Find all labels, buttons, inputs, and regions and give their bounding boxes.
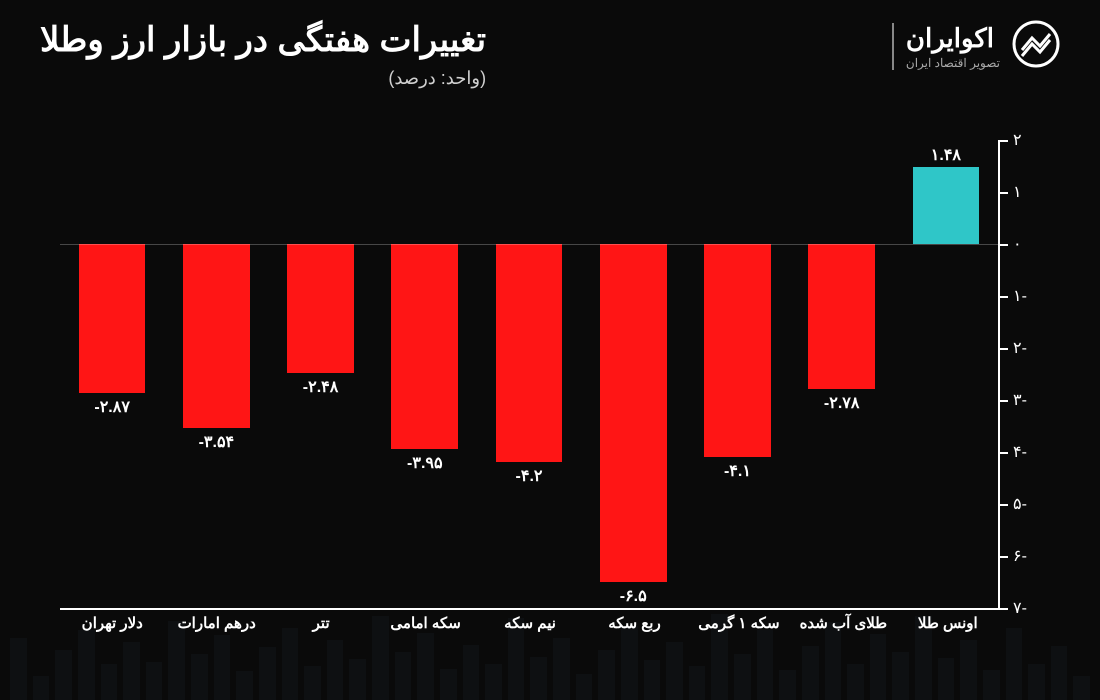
bar-value-label: ۱.۴۸ <box>931 145 961 165</box>
bar-value-label: -۲.۴۸ <box>303 377 339 397</box>
header: اکوایران تصویر اقتصاد ایران تغییرات هفتگ… <box>40 20 1060 89</box>
y-tick <box>998 504 1008 506</box>
y-tick <box>998 140 1008 142</box>
plot-area: -۲.۸۷ -۳.۵۴ -۲.۴۸ -۳.۹۵ -۴.۲ -۶.۵ -۴.۱ -۲.۷۸ ۱.۴… <box>60 140 1000 610</box>
y-tick-label: ۱ <box>1013 182 1043 202</box>
bar <box>808 244 875 389</box>
y-tick-label: -۷ <box>1013 598 1043 618</box>
y-tick <box>998 192 1008 194</box>
y-tick-label: ۰ <box>1013 234 1043 254</box>
bar-slot: ۱.۴۸ <box>894 140 998 608</box>
y-tick-label: -۳ <box>1013 390 1043 410</box>
bar-slot: -۳.۵۴ <box>164 140 268 608</box>
y-tick-label: -۵ <box>1013 494 1043 514</box>
y-tick <box>998 556 1008 558</box>
bar-value-label: -۲.۸۷ <box>94 397 130 417</box>
y-tick-label: ۲ <box>1013 130 1043 150</box>
zero-line <box>60 244 998 245</box>
brand-name: اکوایران <box>906 23 1000 54</box>
bar <box>183 244 250 428</box>
x-axis-labels: دلار تهراندرهم اماراتتترسکه امامینیم سکه… <box>60 614 1000 640</box>
bar <box>391 244 458 449</box>
bar-value-label: -۶.۵ <box>620 586 647 606</box>
brand: اکوایران تصویر اقتصاد ایران <box>892 20 1060 73</box>
y-tick <box>998 608 1008 610</box>
x-axis-label: سکه امامی <box>373 614 477 640</box>
y-tick <box>998 296 1008 298</box>
x-axis-label: ربع سکه <box>582 614 686 640</box>
chart-container: -۲.۸۷ -۳.۵۴ -۲.۴۸ -۳.۹۵ -۴.۲ -۶.۵ -۴.۱ -۲.۷۸ ۱.۴… <box>60 140 1030 640</box>
bar-slot: -۲.۷۸ <box>790 140 894 608</box>
x-axis-label: سکه ۱ گرمی <box>687 614 791 640</box>
x-axis-label: نیم سکه <box>478 614 582 640</box>
y-tick <box>998 452 1008 454</box>
bar-slot: -۲.۸۷ <box>60 140 164 608</box>
y-tick-label: -۱ <box>1013 286 1043 306</box>
bars-area: -۲.۸۷ -۳.۵۴ -۲.۴۸ -۳.۹۵ -۴.۲ -۶.۵ -۴.۱ -۲.۷۸ ۱.۴… <box>60 140 998 608</box>
bar-slot: -۴.۱ <box>685 140 789 608</box>
bar-value-label: -۴.۱ <box>724 461 751 481</box>
x-axis-label: درهم امارات <box>165 614 269 640</box>
brand-tagline: تصویر اقتصاد ایران <box>906 56 1000 70</box>
chart-title: تغییرات هفتگی در بازار ارز وطلا <box>40 20 486 60</box>
y-tick-label: -۴ <box>1013 442 1043 462</box>
chart-subtitle: (واحد: درصد) <box>40 68 486 89</box>
x-axis-label: تتر <box>269 614 373 640</box>
bar-value-label: -۴.۲ <box>516 466 543 486</box>
y-tick <box>998 244 1008 246</box>
bar-value-label: -۳.۵۴ <box>199 432 235 452</box>
bar <box>600 244 667 582</box>
y-tick <box>998 348 1008 350</box>
brand-logo-icon <box>1012 20 1060 73</box>
bar-slot: -۲.۴۸ <box>268 140 372 608</box>
bar <box>704 244 771 457</box>
x-axis-label: اونس طلا <box>896 614 1000 640</box>
x-axis-label: طلای آب شده <box>791 614 895 640</box>
y-tick-label: -۲ <box>1013 338 1043 358</box>
bar <box>79 244 146 393</box>
bar-value-label: -۲.۷۸ <box>824 393 860 413</box>
bar <box>496 244 563 462</box>
bar-slot: -۳.۹۵ <box>373 140 477 608</box>
x-axis-label: دلار تهران <box>60 614 164 640</box>
bar-slot: -۴.۲ <box>477 140 581 608</box>
y-tick <box>998 400 1008 402</box>
bar-value-label: -۳.۹۵ <box>407 453 443 473</box>
bar <box>287 244 354 373</box>
y-tick-label: -۶ <box>1013 546 1043 566</box>
bar-slot: -۶.۵ <box>581 140 685 608</box>
bar <box>913 167 980 244</box>
